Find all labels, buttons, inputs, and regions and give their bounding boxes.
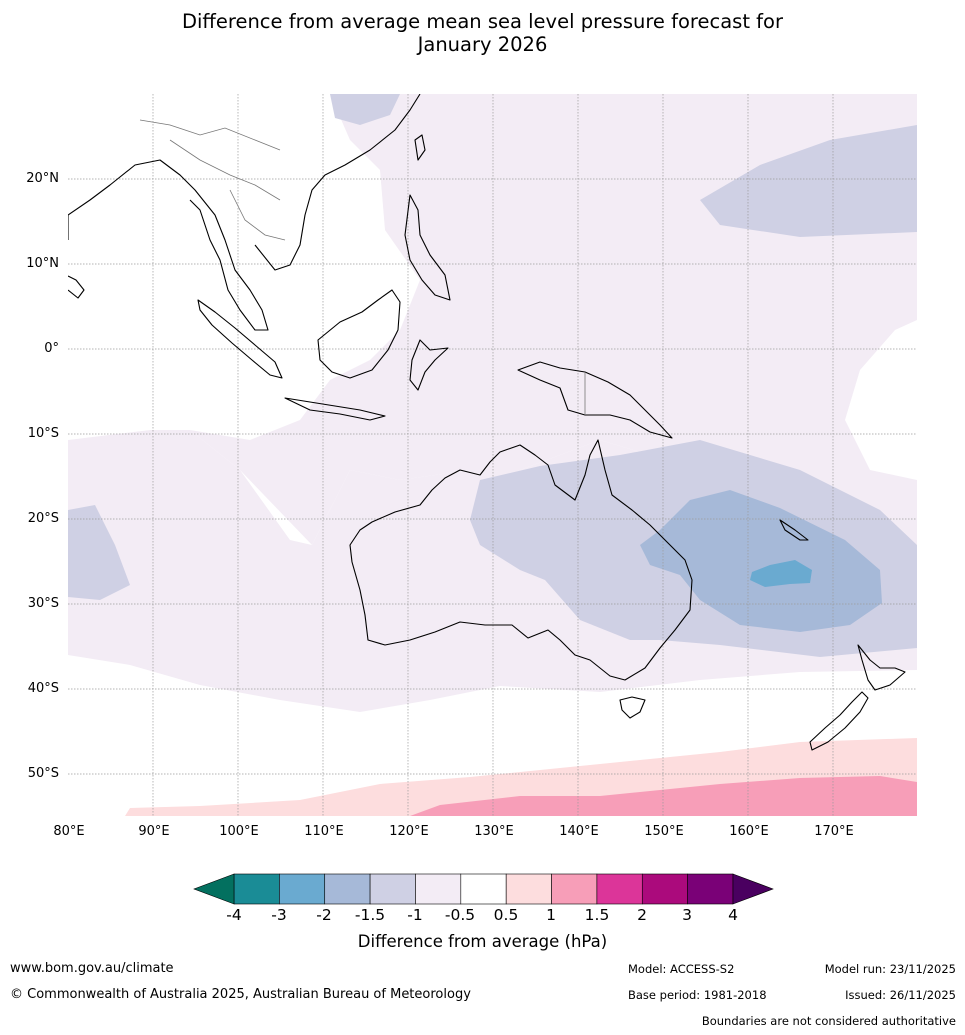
footer-model-run: Model run: 23/11/2025 [824,962,956,976]
coast-java [284,397,386,421]
lon-label-150e: 150°E [644,824,684,839]
lon-label-130e: 130°E [474,824,514,839]
map-title: Difference from average mean sea level p… [0,10,965,56]
lon-label-140e: 140°E [559,824,599,839]
lon-label-160e: 160°E [729,824,769,839]
colorbar-swatch [324,873,371,905]
colorbar-tick: 4 [728,906,738,924]
coast-sulawesi [409,339,449,391]
footer-disclaimer: Boundaries are not considered authoritat… [701,1014,956,1028]
coast-sumatra [197,299,283,379]
colorbar-swatch [460,873,507,905]
lon-label-120e: 120°E [389,824,429,839]
colorbar-swatch [279,873,326,905]
lat-label-20s: 20°S [27,511,59,526]
colorbar-tick: 1 [546,906,556,924]
lat-label-30s: 30°S [27,596,59,611]
colorbar-max-arrow [732,873,774,905]
coastlines [68,94,906,751]
colorbar-tick: -1.5 [354,906,386,924]
coast-india-tip [68,215,85,299]
anomaly-region-steel-blue [750,560,812,587]
anomaly-region-blue-tasman [640,490,882,632]
colorbar-tick: 3 [682,906,692,924]
coast-new-zealand-north [857,644,906,691]
footer-copyright: © Commonwealth of Australia 2025, Austra… [10,987,471,1002]
colorbar-tick: -2 [316,906,332,924]
coast-new-zealand-south [809,691,869,751]
title-line-2: January 2026 [417,33,548,56]
colorbar-tick: 1.5 [584,906,610,924]
anomaly-region-lavender-northeast [700,125,917,237]
colorbar-swatch [415,873,462,905]
colorbar-tick: 2 [637,906,647,924]
lat-label-20n: 20°N [26,171,59,186]
colorbar-swatch [505,873,552,905]
lon-label-80e: 80°E [53,824,85,839]
anomaly-region-lavender-indian-ocean [68,505,130,600]
anomaly-region-lavender-china [330,94,400,125]
footer-url[interactable]: www.bom.gov.au/climate [10,961,174,976]
coast-mainland-asia [68,94,421,331]
colorbar-swatch [596,873,643,905]
map-frame [68,94,917,816]
colorbar-swatch [641,873,688,905]
lon-label-170e: 170°E [814,824,854,839]
lat-label-10n: 10°N [26,256,59,271]
footer-issued: Issued: 26/11/2025 [845,988,956,1002]
colorbar-label: Difference from average (hPa) [357,932,608,951]
lon-label-100e: 100°E [219,824,259,839]
anomaly-region-pink [410,776,917,816]
neutral-region-west [68,94,420,440]
lon-label-110e: 110°E [304,824,344,839]
footer-base-period: Base period: 1981-2018 [628,988,767,1002]
coast-new-guinea [517,361,673,439]
title-line-1: Difference from average mean sea level p… [182,10,783,33]
colorbar-swatch [551,873,598,905]
footer-model: Model: ACCESS-S2 [628,962,735,976]
colorbar-tick: -4 [226,906,242,924]
colorbar-tick: 0.5 [493,906,519,924]
colorbar-swatch [233,873,280,905]
colorbar-min-arrow [193,873,235,905]
coast-borneo [317,289,401,379]
colorbar-swatch [687,873,734,905]
colorbar-swatch [369,873,416,905]
coast-new-caledonia [779,519,809,541]
country-borders [139,119,586,415]
colorbar-tick: -1 [407,906,423,924]
coast-australia [349,439,693,681]
coast-tasmania [619,696,646,719]
lat-label-50s: 50°S [27,766,59,781]
lat-label-0: 0° [44,341,59,356]
coast-taiwan [414,134,426,161]
colorbar-tick: -0.5 [444,906,476,924]
lon-label-90e: 90°E [138,824,170,839]
lat-label-40s: 40°S [27,681,59,696]
coast-philippines [404,194,451,301]
lat-label-10s: 10°S [27,426,59,441]
colorbar-tick: -3 [271,906,287,924]
